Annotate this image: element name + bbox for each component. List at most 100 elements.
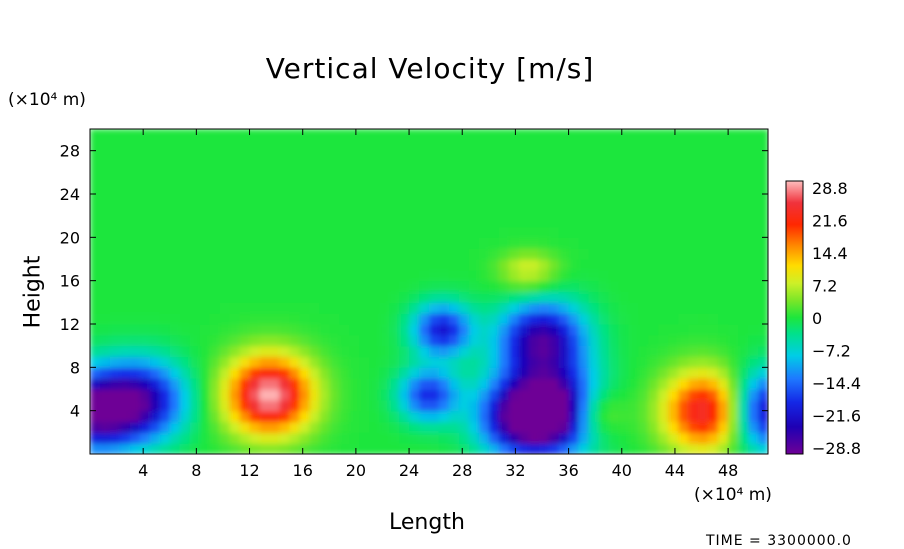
field-cell — [758, 150, 768, 163]
field-cell — [748, 324, 759, 336]
field-cell — [498, 399, 510, 412]
field-cell — [319, 215, 330, 228]
field-cell — [359, 432, 370, 444]
field-cell — [379, 324, 390, 336]
field-cell — [728, 410, 739, 423]
field-cell — [419, 378, 430, 390]
field-cell — [628, 139, 639, 152]
field-cell — [429, 237, 440, 249]
field-cell — [139, 410, 151, 423]
field-cell — [389, 410, 400, 423]
field-cell — [109, 334, 121, 347]
field-cell — [359, 237, 370, 249]
field-cell — [648, 378, 659, 390]
field-cell — [708, 410, 719, 423]
field-cell — [359, 356, 370, 368]
field-cell — [528, 269, 540, 282]
field-cell — [229, 215, 241, 228]
field-cell — [698, 313, 709, 325]
field-cell — [199, 356, 211, 368]
field-cell — [668, 443, 679, 454]
field-cell — [409, 259, 420, 271]
field-cell — [99, 172, 111, 184]
field-cell — [678, 194, 689, 206]
field-cell — [498, 389, 510, 401]
field-cell — [588, 129, 600, 141]
field-cell — [738, 215, 749, 228]
field-cell — [219, 421, 231, 433]
field-cell — [139, 204, 151, 217]
field-cell — [399, 194, 410, 206]
field-cell — [269, 345, 281, 358]
field-cell — [538, 237, 550, 249]
field-cell — [209, 259, 221, 271]
field-cell — [409, 183, 420, 195]
field-cell — [169, 161, 181, 173]
field-cell — [678, 129, 689, 141]
field-cell — [598, 183, 610, 195]
field-cell — [339, 237, 350, 249]
field-cell — [488, 302, 500, 314]
field-cell — [369, 204, 380, 217]
field-cell — [199, 204, 211, 217]
field-cell — [628, 356, 639, 368]
field-cell — [279, 280, 291, 293]
field-cell — [668, 389, 679, 401]
field-cell — [249, 139, 261, 152]
field-cell — [279, 356, 291, 368]
field-cell — [239, 226, 251, 238]
field-cell — [628, 183, 639, 195]
field-cell — [339, 215, 350, 228]
field-cell — [269, 334, 281, 347]
field-cell — [568, 248, 580, 260]
field-cell — [528, 432, 540, 444]
field-cell — [419, 410, 430, 423]
field-cell — [578, 313, 590, 325]
field-cell — [159, 389, 171, 401]
field-cell — [90, 150, 101, 163]
field-cell — [319, 248, 330, 260]
field-cell — [139, 215, 151, 228]
field-cell — [658, 129, 669, 141]
field-cell — [149, 237, 161, 249]
field-cell — [249, 226, 261, 238]
field-cell — [219, 150, 231, 163]
field-cell — [758, 432, 768, 444]
field-cell — [199, 161, 211, 173]
field-cell — [498, 313, 510, 325]
field-cell — [468, 389, 480, 401]
field-cell — [588, 237, 600, 249]
field-cell — [199, 183, 211, 195]
field-cell — [648, 259, 659, 271]
field-cell — [249, 259, 261, 271]
field-cell — [359, 378, 370, 390]
field-cell — [249, 248, 261, 260]
field-cell — [548, 215, 560, 228]
field-cell — [568, 129, 580, 141]
field-cell — [578, 237, 590, 249]
field-cell — [429, 204, 440, 217]
field-cell — [518, 389, 530, 401]
field-cell — [209, 345, 221, 358]
field-cell — [389, 161, 400, 173]
field-cell — [748, 356, 759, 368]
field-cell — [658, 183, 669, 195]
field-cell — [738, 204, 749, 217]
field-cell — [339, 194, 350, 206]
field-cell — [309, 367, 320, 379]
field-cell — [618, 259, 630, 271]
field-cell — [648, 204, 659, 217]
field-cell — [678, 204, 689, 217]
field-cell — [99, 215, 111, 228]
field-cell — [458, 432, 470, 444]
field-cell — [129, 324, 141, 336]
field-cell — [598, 399, 610, 412]
field-cell — [458, 237, 470, 249]
field-cell — [458, 215, 470, 228]
field-cell — [658, 313, 669, 325]
field-cell — [339, 291, 350, 303]
field-cell — [239, 215, 251, 228]
field-cell — [169, 248, 181, 260]
field-cell — [718, 194, 729, 206]
field-cell — [588, 443, 600, 454]
